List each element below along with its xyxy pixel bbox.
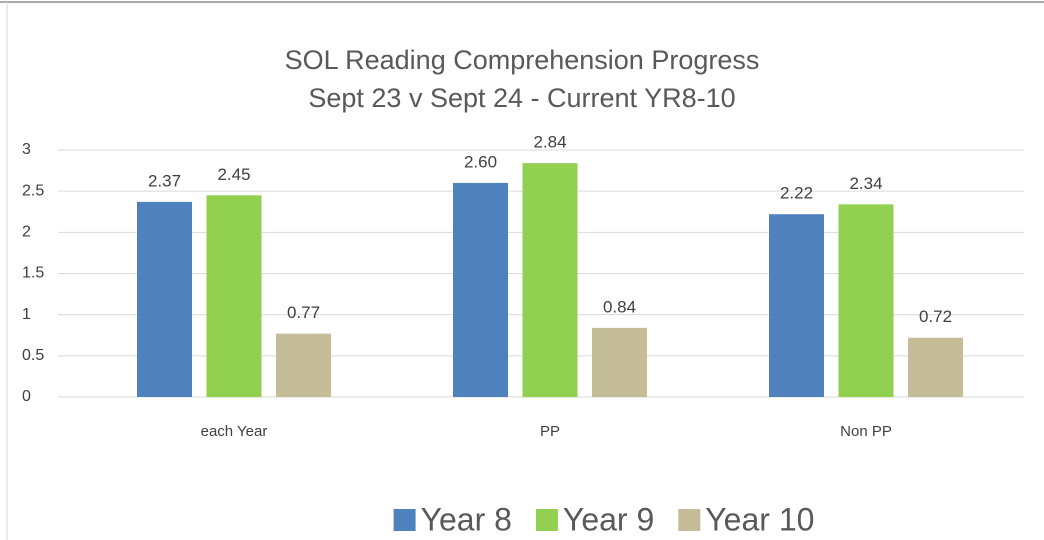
bar — [276, 333, 331, 397]
bar — [838, 204, 894, 397]
bar — [592, 327, 647, 397]
value-label: 0.84 — [603, 297, 636, 316]
y-tick-label: 1.5 — [22, 265, 44, 282]
y-tick-label: 1 — [22, 306, 31, 323]
value-label: 0.72 — [919, 307, 952, 326]
y-tick-label: 2.5 — [22, 182, 44, 199]
legend-label: Year 10 — [705, 501, 814, 537]
chart-subtitle: Sept 23 v Sept 24 - Current YR8-10 — [308, 83, 735, 113]
bar — [522, 163, 578, 397]
value-label: 2.45 — [217, 165, 250, 184]
legend-swatch — [393, 509, 416, 531]
y-tick-label: 0.5 — [22, 347, 44, 364]
y-tick-label: 3 — [22, 141, 31, 158]
x-tick-label: PP — [540, 423, 560, 440]
legend-swatch — [678, 509, 701, 531]
legend-swatch — [535, 509, 558, 531]
y-tick-label: 2 — [22, 224, 31, 241]
x-tick-label: Non PP — [840, 423, 892, 440]
bar — [769, 214, 824, 397]
value-label: 2.34 — [849, 174, 882, 193]
value-label: 2.60 — [464, 152, 497, 171]
value-label: 2.22 — [780, 184, 813, 203]
bar — [908, 337, 963, 397]
chart-title: SOL Reading Comprehension Progress — [285, 45, 760, 75]
value-label: 0.77 — [287, 303, 320, 322]
value-label: 2.84 — [533, 133, 566, 152]
bar — [137, 201, 192, 397]
bar — [206, 195, 262, 397]
value-label: 2.37 — [148, 171, 181, 190]
x-tick-label: each Year — [201, 423, 268, 440]
legend-label: Year 8 — [421, 501, 512, 537]
legend-label: Year 9 — [563, 501, 654, 537]
y-tick-label: 0 — [22, 388, 31, 405]
bar — [453, 182, 508, 397]
